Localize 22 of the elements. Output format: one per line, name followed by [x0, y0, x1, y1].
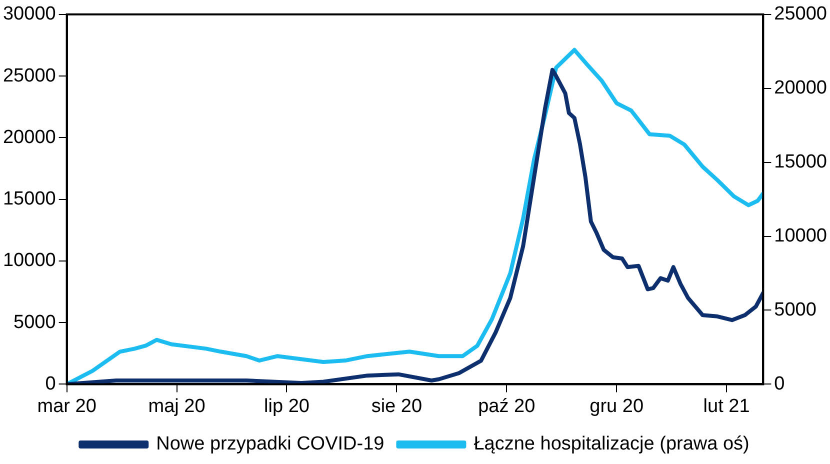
y2-tick-label: 10000 [774, 226, 828, 247]
y-tick-label: 15000 [2, 188, 56, 210]
x-tick-label: mar 20 [37, 396, 96, 417]
legend-label: Nowe przypadki COVID-19 [156, 434, 384, 455]
y-tick-label: 25000 [2, 65, 56, 86]
y2-tick-label: 0 [774, 373, 785, 394]
x-tick-label: lip 20 [264, 396, 310, 417]
x-tick-label: lut 21 [703, 396, 750, 417]
y-tick-label: 5000 [14, 312, 56, 333]
y2-tick-label: 5000 [774, 299, 816, 320]
y2-tick-label: 25000 [774, 4, 828, 25]
legend-label: Łączne hospitalizacje (prawa oś) [474, 434, 750, 455]
y-tick-label: 0 [45, 373, 56, 394]
x-tick-label: sie 20 [371, 396, 422, 417]
y-tick-label: 20000 [2, 126, 56, 148]
y-tick-label: 30000 [2, 4, 56, 25]
x-tick-label: gru 20 [590, 396, 644, 417]
x-tick-label: paź 20 [478, 396, 536, 417]
y-tick-label: 10000 [2, 250, 56, 272]
y2-tick-label: 15000 [774, 152, 828, 173]
x-tick-label: maj 20 [148, 396, 206, 417]
y2-tick-label: 20000 [774, 78, 828, 99]
